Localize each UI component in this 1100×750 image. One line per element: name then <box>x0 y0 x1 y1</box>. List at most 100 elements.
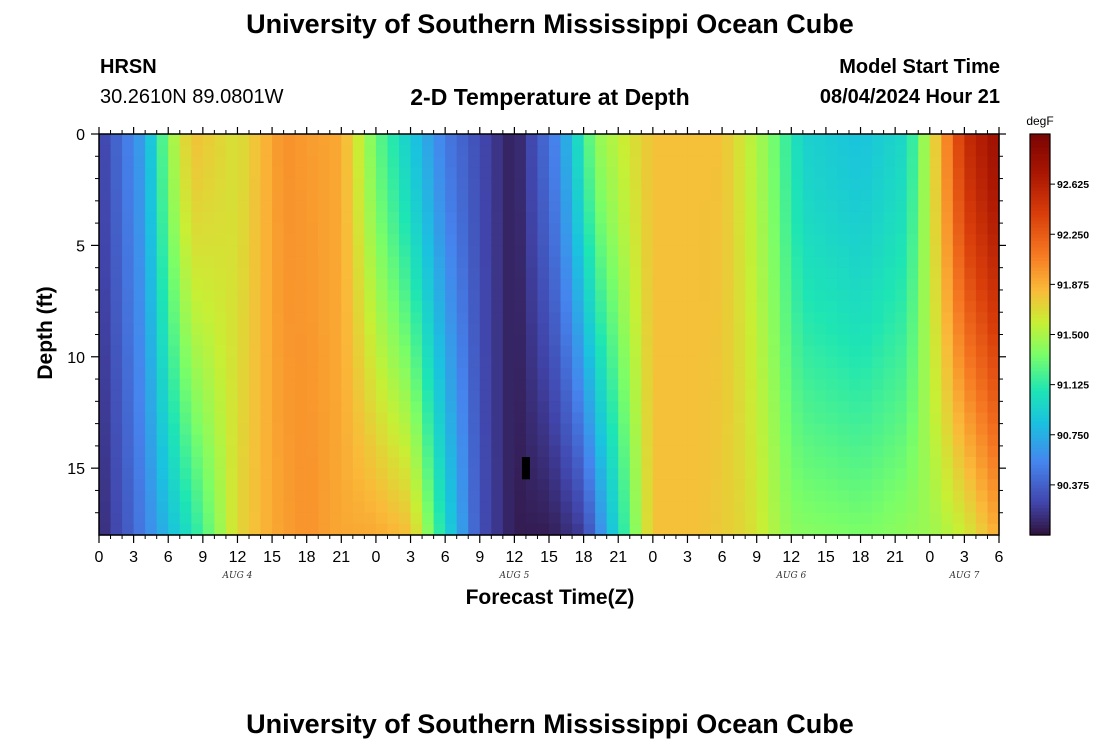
heatmap-cell <box>606 479 619 492</box>
heatmap-cell <box>652 334 665 347</box>
heatmap-cell <box>768 334 781 347</box>
heatmap-cell <box>179 301 192 313</box>
heatmap-cell <box>606 356 619 369</box>
heatmap-cell <box>583 312 596 324</box>
heatmap-cell <box>133 267 146 280</box>
heatmap-cell <box>733 356 746 369</box>
heatmap-cell <box>872 267 885 280</box>
heatmap-cell <box>306 379 319 391</box>
heatmap-cell <box>641 156 654 169</box>
heatmap-cell <box>433 356 446 369</box>
heatmap-cell <box>883 234 896 246</box>
heatmap-cell <box>422 256 435 269</box>
heatmap-cell <box>99 145 112 157</box>
heatmap-cell <box>468 379 481 391</box>
heatmap-cell <box>341 178 354 191</box>
heatmap-cell <box>168 323 181 336</box>
colorbar-swatch <box>1030 377 1050 382</box>
heatmap-cell <box>145 367 158 380</box>
heatmap-cell <box>722 323 735 336</box>
heatmap-cell <box>964 289 977 302</box>
heatmap-cell <box>895 501 908 514</box>
colorbar-swatch <box>1030 170 1050 175</box>
heatmap-cell <box>422 490 435 503</box>
heatmap-cell <box>514 356 527 369</box>
heatmap-cell <box>722 490 735 503</box>
heatmap-cell <box>618 323 631 336</box>
heatmap-cell <box>537 167 550 180</box>
heatmap-cell <box>122 412 135 425</box>
heatmap-cell <box>525 457 539 469</box>
heatmap-cell <box>260 278 273 291</box>
heatmap-cell <box>895 334 908 347</box>
heatmap-cell <box>664 512 677 525</box>
heatmap-cell <box>283 289 296 302</box>
heatmap-cell <box>295 289 308 302</box>
heatmap-cell <box>110 379 123 391</box>
heatmap-cell <box>433 367 446 380</box>
heatmap-cell <box>422 412 435 425</box>
heatmap-cell <box>479 412 492 425</box>
heatmap-cell <box>895 468 908 480</box>
heatmap-cell <box>687 245 700 258</box>
heatmap-cell <box>537 379 550 391</box>
heatmap-cell <box>514 234 527 246</box>
heatmap-cell <box>572 267 585 280</box>
heatmap-cell <box>191 523 204 536</box>
y-axis-label: Depth (ft) <box>34 286 57 379</box>
heatmap-cell <box>133 412 146 425</box>
heatmap-cell <box>214 390 227 402</box>
heatmap-cell <box>110 468 123 480</box>
heatmap-cell <box>629 323 642 336</box>
heatmap-cell <box>156 211 169 224</box>
heatmap-cell <box>99 512 112 525</box>
heatmap-cell <box>664 245 677 258</box>
heatmap-cell <box>237 345 250 358</box>
heatmap-cell <box>491 479 504 492</box>
heatmap-cell <box>941 334 954 347</box>
heatmap-cell <box>906 512 919 525</box>
heatmap-cell <box>583 423 596 436</box>
heatmap-cell <box>918 512 931 525</box>
heatmap-cell <box>468 156 481 169</box>
heatmap-cell <box>606 145 619 157</box>
heatmap-cell <box>883 423 896 436</box>
heatmap-cell <box>191 334 204 347</box>
heatmap-cell <box>745 334 758 347</box>
heatmap-cell <box>699 134 712 146</box>
heatmap-cell <box>745 412 758 425</box>
heatmap-cell <box>502 267 515 280</box>
heatmap-cell <box>445 134 458 146</box>
heatmap-cell <box>699 379 712 391</box>
x-tick-label: 12 <box>505 549 523 566</box>
heatmap-cell <box>802 379 815 391</box>
heatmap-cell <box>768 178 781 191</box>
heatmap-cell <box>364 278 377 291</box>
heatmap-cell <box>179 401 192 414</box>
heatmap-cell <box>525 379 539 391</box>
heatmap-cell <box>918 356 931 369</box>
heatmap-cell <box>122 457 135 469</box>
heatmap-cell <box>168 267 181 280</box>
heatmap-cell <box>341 267 354 280</box>
heatmap-cell <box>837 301 850 313</box>
heatmap-cell <box>110 145 123 157</box>
heatmap-cell <box>341 189 354 202</box>
heatmap-cell <box>606 512 619 525</box>
heatmap-cell <box>145 501 158 514</box>
heatmap-cell <box>145 523 158 536</box>
heatmap-cell <box>664 167 677 180</box>
colorbar-swatch <box>1030 438 1050 443</box>
heatmap-cell <box>975 445 989 458</box>
heatmap-cell <box>537 445 550 458</box>
heatmap-cell <box>618 356 631 369</box>
heatmap-cell <box>168 234 181 246</box>
heatmap-cell <box>214 245 227 258</box>
heatmap-cell <box>375 211 389 224</box>
heatmap-cell <box>895 345 908 358</box>
heatmap-cell <box>410 501 423 514</box>
heatmap-cell <box>179 390 192 402</box>
heatmap-cell <box>802 501 815 514</box>
heatmap-cell <box>410 134 423 146</box>
heatmap-cell <box>549 223 562 235</box>
